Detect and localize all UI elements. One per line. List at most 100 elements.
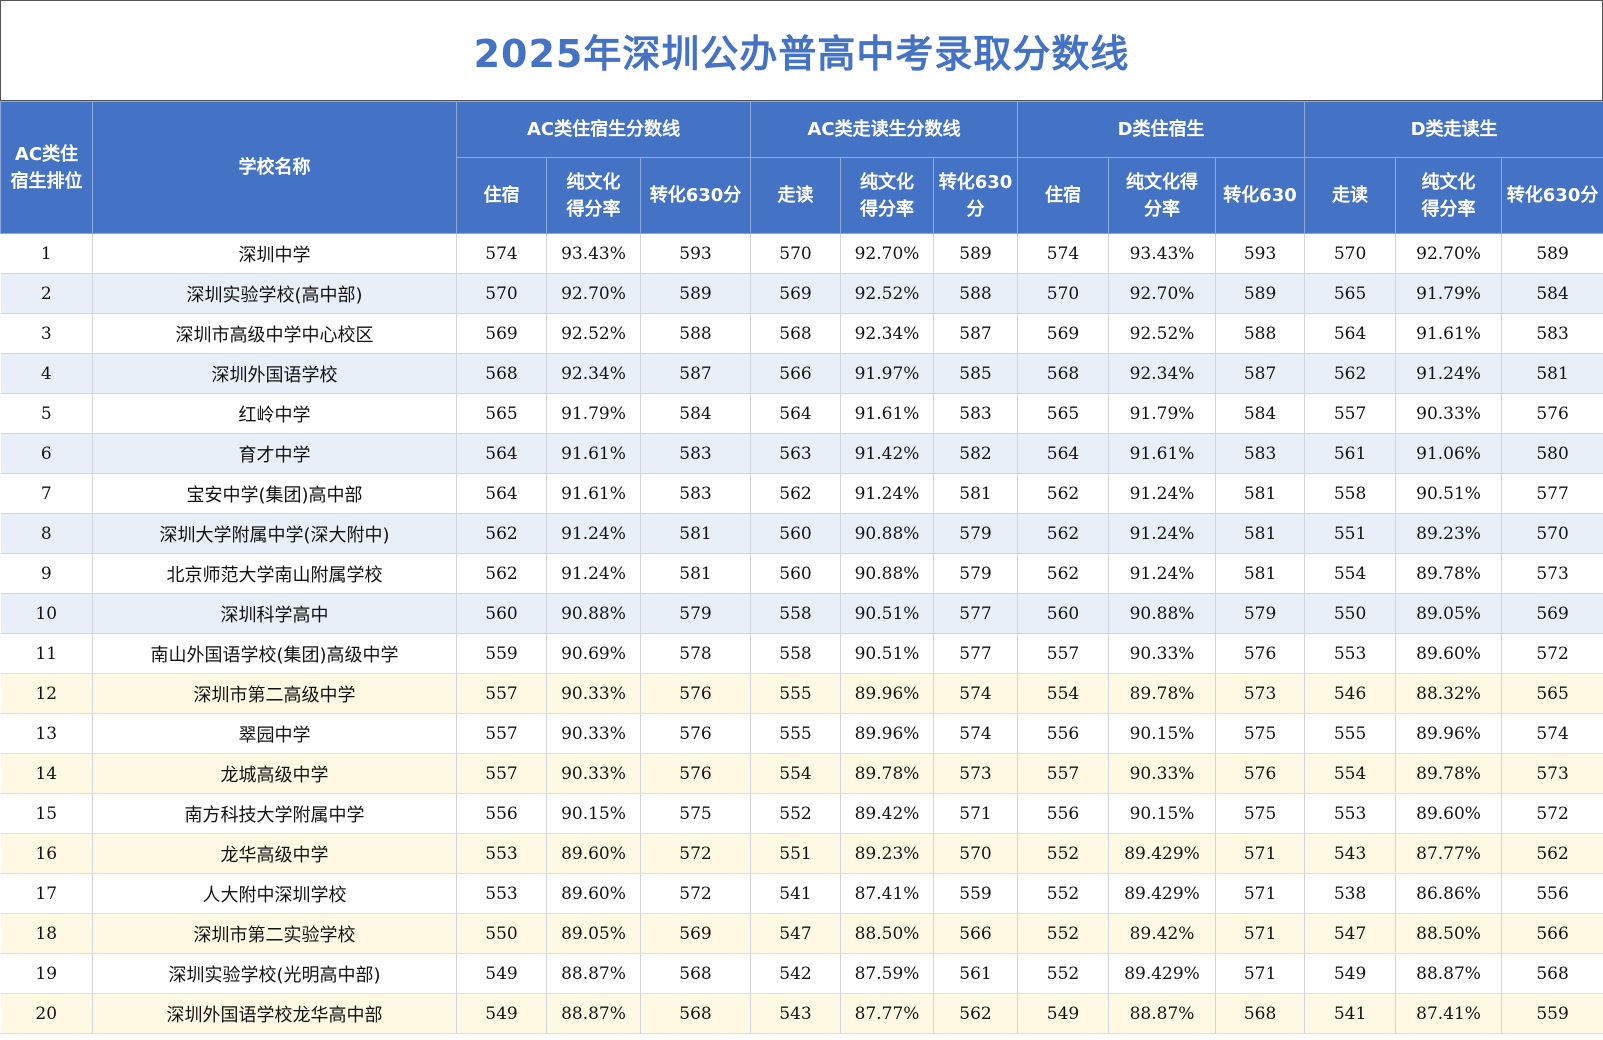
score-cell: 579 <box>640 593 752 634</box>
school-name-cell: 红岭中学 <box>92 393 457 434</box>
header-sub: 住宿 <box>456 157 547 234</box>
score-cell: 560 <box>456 593 547 634</box>
score-cell: 574 <box>933 713 1019 754</box>
score-cell: 90.88% <box>546 593 641 634</box>
score-cell: 570 <box>1017 273 1110 314</box>
score-cell: 555 <box>750 713 842 754</box>
score-cell: 89.23% <box>840 833 935 874</box>
rank-cell: 11 <box>0 633 93 674</box>
score-cell: 543 <box>750 993 842 1034</box>
rank-cell: 2 <box>0 273 93 314</box>
score-cell: 86.86% <box>1395 873 1503 914</box>
score-cell: 87.41% <box>840 873 935 914</box>
score-cell: 91.61% <box>1108 433 1217 474</box>
score-cell: 547 <box>750 913 842 954</box>
school-name-cell: 深圳实验学校(高中部) <box>92 273 457 314</box>
score-cell: 90.33% <box>546 713 641 754</box>
score-cell: 573 <box>1501 553 1603 594</box>
score-cell: 553 <box>456 873 547 914</box>
score-cell: 572 <box>1501 633 1603 674</box>
score-cell: 91.24% <box>1108 473 1217 514</box>
score-cell: 91.24% <box>546 513 641 554</box>
score-cell: 89.78% <box>1108 673 1217 714</box>
score-cell: 91.24% <box>840 473 935 514</box>
school-name-cell: 龙华高级中学 <box>92 833 457 874</box>
score-cell: 574 <box>1501 713 1603 754</box>
score-cell: 566 <box>750 353 842 394</box>
table-row: 10 深圳科学高中 560 90.88% 579 558 90.51% 577 560 90.88… <box>0 593 1603 634</box>
school-name-cell: 深圳实验学校(光明高中部) <box>92 953 457 994</box>
score-cell: 575 <box>640 793 752 834</box>
score-cell: 558 <box>750 633 842 674</box>
score-cell: 556 <box>1501 873 1603 914</box>
score-cell: 551 <box>1304 513 1397 554</box>
school-name-cell: 翠园中学 <box>92 713 457 754</box>
score-cell: 90.33% <box>1395 393 1503 434</box>
score-cell: 89.60% <box>546 833 641 874</box>
score-cell: 91.42% <box>840 433 935 474</box>
score-cell: 92.52% <box>840 273 935 314</box>
score-cell: 550 <box>456 913 547 954</box>
score-cell: 583 <box>933 393 1019 434</box>
score-cell: 569 <box>640 913 752 954</box>
score-cell: 543 <box>1304 833 1397 874</box>
score-cell: 552 <box>1017 873 1110 914</box>
score-cell: 90.33% <box>1108 633 1217 674</box>
score-cell: 571 <box>1215 913 1306 954</box>
header-group-ac-day: AC类走读生分数线 <box>750 101 1019 158</box>
score-cell: 583 <box>1215 433 1306 474</box>
score-cell: 572 <box>1501 793 1603 834</box>
score-cell: 90.88% <box>840 553 935 594</box>
score-cell: 87.59% <box>840 953 935 994</box>
score-cell: 541 <box>1304 993 1397 1034</box>
score-cell: 553 <box>456 833 547 874</box>
page-title: 2025年深圳公办普高中考录取分数线 <box>473 32 1130 76</box>
score-cell: 569 <box>1501 593 1603 634</box>
school-name-cell: 深圳科学高中 <box>92 593 457 634</box>
score-cell: 90.88% <box>840 513 935 554</box>
rank-cell: 3 <box>0 313 93 354</box>
score-cell: 570 <box>1304 233 1397 274</box>
score-cell: 583 <box>640 433 752 474</box>
score-cell: 92.34% <box>840 313 935 354</box>
table-row: 7 宝安中学(集团)高中部 564 91.61% 583 562 91.24% 581 562 9… <box>0 473 1603 514</box>
score-cell: 568 <box>1215 993 1306 1034</box>
score-cell: 91.24% <box>546 553 641 594</box>
rank-cell: 4 <box>0 353 93 394</box>
rank-cell: 10 <box>0 593 93 634</box>
score-cell: 570 <box>933 833 1019 874</box>
score-cell: 574 <box>933 673 1019 714</box>
table-row: 14 龙城高级中学 557 90.33% 576 554 89.78% 573 557 90.33… <box>0 753 1603 794</box>
score-cell: 573 <box>1501 753 1603 794</box>
table-row: 15 南方科技大学附属中学 556 90.15% 575 552 89.42% 571 556 9… <box>0 793 1603 834</box>
rank-cell: 16 <box>0 833 93 874</box>
score-cell: 573 <box>933 753 1019 794</box>
score-cell: 577 <box>1501 473 1603 514</box>
score-cell: 587 <box>1215 353 1306 394</box>
score-cell: 92.34% <box>1108 353 1217 394</box>
score-cell: 575 <box>1215 793 1306 834</box>
score-cell: 560 <box>750 513 842 554</box>
score-cell: 91.61% <box>1395 313 1503 354</box>
score-cell: 575 <box>1215 713 1306 754</box>
score-cell: 549 <box>1304 953 1397 994</box>
school-name-cell: 深圳外国语学校龙华高中部 <box>92 993 457 1034</box>
header-sub: 转化630分 <box>1501 157 1603 234</box>
score-cell: 588 <box>640 313 752 354</box>
score-cell: 89.78% <box>840 753 935 794</box>
score-cell: 562 <box>933 993 1019 1034</box>
score-cell: 560 <box>1017 593 1110 634</box>
score-cell: 557 <box>1017 633 1110 674</box>
score-cell: 90.88% <box>1108 593 1217 634</box>
score-cell: 88.50% <box>1395 913 1503 954</box>
score-cell: 565 <box>1501 673 1603 714</box>
score-cell: 570 <box>750 233 842 274</box>
score-cell: 583 <box>640 473 752 514</box>
score-cell: 89.96% <box>840 673 935 714</box>
score-cell: 90.15% <box>1108 793 1217 834</box>
score-cell: 568 <box>750 313 842 354</box>
rank-cell: 20 <box>0 993 93 1034</box>
score-cell: 91.24% <box>1108 553 1217 594</box>
score-cell: 581 <box>1215 513 1306 554</box>
score-cell: 571 <box>1215 873 1306 914</box>
